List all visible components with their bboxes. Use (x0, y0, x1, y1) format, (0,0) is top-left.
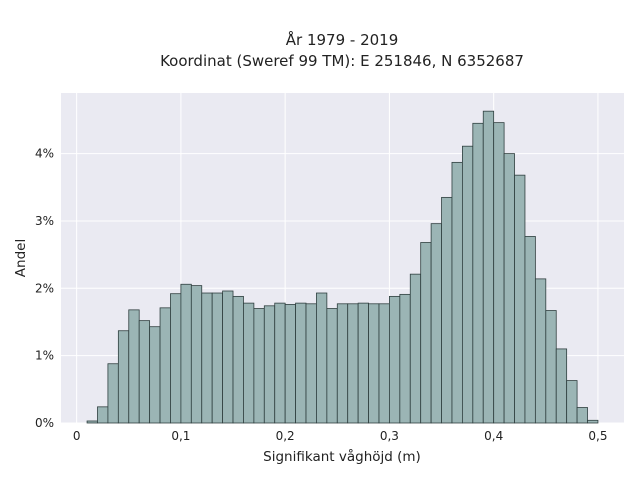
y-tick-label: 3% (35, 214, 54, 228)
histogram-bar (170, 293, 182, 424)
x-tick-label: 0 (73, 429, 81, 443)
histogram-bar (451, 161, 463, 424)
histogram-bar (128, 309, 140, 424)
x-tick-label: 0,5 (588, 429, 607, 443)
histogram-bar (357, 302, 369, 424)
histogram-bar (534, 278, 547, 424)
y-tick-label: 0% (35, 416, 54, 430)
histogram-bar (159, 307, 171, 424)
histogram-bar (138, 320, 151, 424)
y-tick-label: 4% (35, 147, 54, 161)
histogram-bar (253, 308, 265, 424)
histogram-bar (97, 406, 109, 424)
histogram-bar (326, 308, 338, 424)
histogram-bar (295, 302, 307, 424)
histogram-bar (420, 242, 432, 424)
histogram-bar (117, 330, 130, 424)
histogram-bar (243, 302, 255, 424)
y-axis-label: Andel (13, 239, 29, 277)
histogram-bar (211, 292, 224, 424)
histogram-bar (180, 283, 192, 424)
histogram-bar (347, 303, 359, 424)
histogram-bar (555, 348, 568, 424)
histogram-bar (576, 407, 588, 424)
histogram-bar (378, 303, 390, 424)
histogram-bar (232, 295, 244, 424)
chart-title: År 1979 - 2019 (286, 30, 399, 49)
histogram-bar (472, 122, 484, 424)
histogram-bar (149, 326, 161, 424)
histogram-bar (284, 304, 296, 424)
histogram-bar (389, 295, 401, 424)
histogram-bar (461, 145, 474, 424)
x-axis: 0 0,1 0,2 0,3 0,4 0,5 (73, 429, 608, 443)
histogram-bar (274, 302, 286, 424)
histogram-bar (566, 380, 578, 424)
histogram-bar (263, 305, 276, 424)
histogram-bar (493, 122, 505, 424)
histogram-bar (441, 196, 453, 424)
histogram-bar (409, 273, 422, 424)
histogram-bar (587, 419, 599, 424)
histogram-bar (107, 363, 119, 424)
histogram-bar (503, 153, 515, 424)
x-tick-label: 0,4 (484, 429, 503, 443)
histogram-bar (336, 303, 349, 424)
bars (86, 110, 599, 424)
x-tick-label: 0,1 (171, 429, 190, 443)
histogram-bar (368, 303, 380, 424)
histogram-bar (514, 174, 526, 424)
histogram-bar (222, 290, 234, 424)
x-tick-label: 0,2 (276, 429, 295, 443)
y-tick-label: 1% (35, 349, 54, 363)
histogram-bar (524, 236, 536, 424)
y-axis: 0% 1% 2% 3% 4% (35, 147, 54, 430)
histogram-bar (201, 292, 213, 424)
histogram-bar (305, 303, 317, 424)
x-tick-label: 0,3 (380, 429, 399, 443)
histogram-bar (545, 310, 557, 424)
histogram-bar (482, 110, 495, 424)
y-tick-label: 2% (35, 281, 54, 295)
histogram-bar (190, 285, 203, 424)
chart-subtitle: Koordinat (Sweref 99 TM): E 251846, N 63… (160, 52, 524, 70)
x-axis-label: Signifikant våghöjd (m) (263, 448, 421, 465)
histogram-bar (399, 293, 411, 424)
histogram-bar (316, 292, 328, 424)
histogram-bar (86, 420, 98, 424)
histogram-bar (430, 223, 442, 424)
